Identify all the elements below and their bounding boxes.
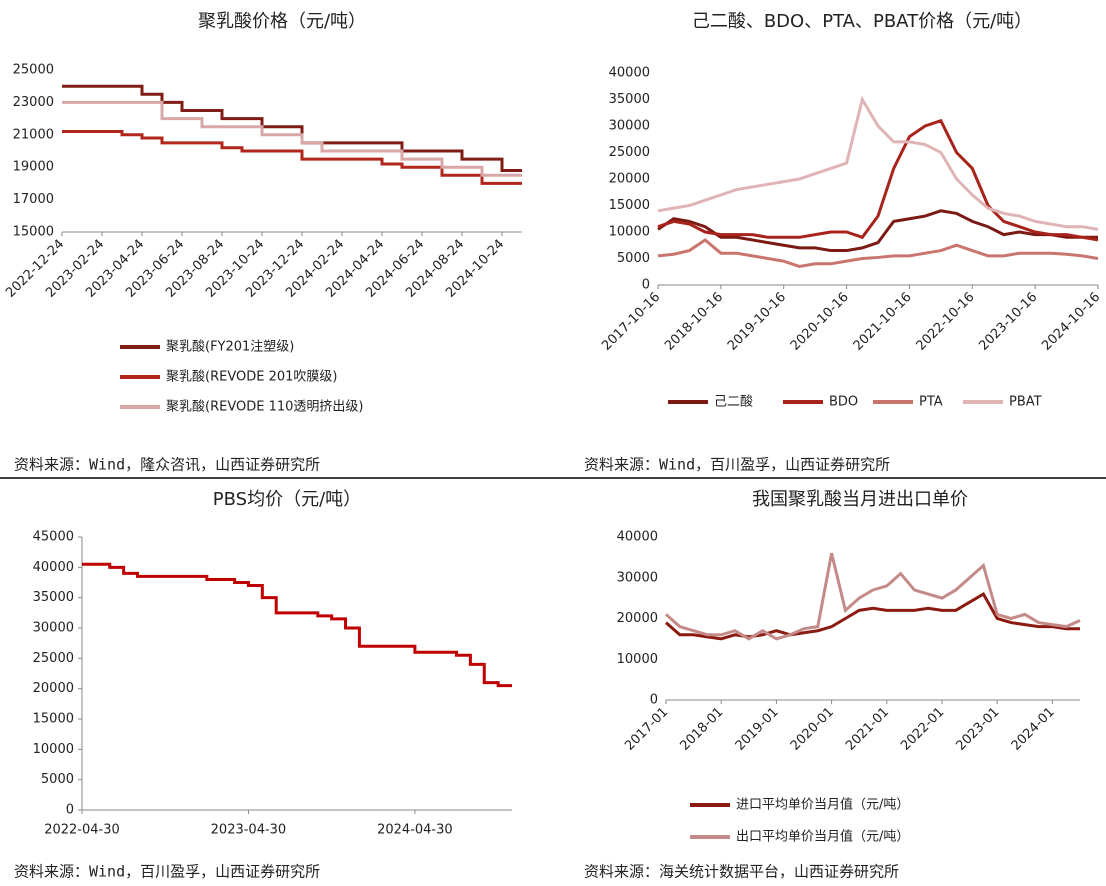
series-line: [665, 591, 1080, 641]
y-tick-label: 25000: [33, 651, 74, 666]
y-tick-label: 35000: [33, 590, 74, 605]
series-line: [657, 95, 1099, 231]
x-tick-label: 2018-01: [677, 705, 726, 754]
y-tick-label: 10000: [617, 652, 658, 667]
legend-label: 己二酸: [714, 395, 753, 410]
x-tick-label: 2023-04-30: [211, 823, 287, 838]
legend-label: 出口平均单价当月值（元/吨）: [736, 829, 909, 845]
x-tick-label: 2022-04-30: [44, 823, 120, 838]
legend-label: 进口平均单价当月值（元/吨）: [736, 797, 909, 813]
chart-title: 聚乳酸价格（元/吨）: [198, 11, 366, 32]
y-tick-label: 20000: [617, 611, 658, 626]
x-tick-label: 2020-10-16: [788, 290, 852, 354]
chart-title: 己二酸、BDO、PTA、PBAT价格（元/吨）: [692, 11, 1032, 32]
series-line: [62, 100, 522, 177]
legend-label: 聚乳酸(FY201注塑级): [166, 340, 294, 355]
y-tick-label: 15000: [609, 198, 650, 213]
x-tick-label: 2024-01: [1009, 705, 1058, 754]
x-tick-label: 2021-10-16: [851, 290, 915, 354]
series-line: [665, 552, 1081, 641]
y-tick-label: 5000: [41, 772, 74, 787]
y-tick-label: 17000: [13, 192, 54, 207]
legend-label: 聚乳酸(REVODE 201吹膜级): [166, 370, 337, 385]
series-line: [82, 562, 512, 688]
y-tick-label: 23000: [13, 95, 54, 110]
y-tick-label: 40000: [617, 530, 658, 545]
chart-title: 我国聚乳酸当月进出口单价: [752, 489, 968, 510]
legend-label: PBAT: [1009, 395, 1042, 410]
x-tick-label: 2024-04-30: [377, 823, 453, 838]
x-tick-label: 2023-01: [953, 705, 1002, 754]
y-tick-label: 45000: [33, 530, 74, 545]
legend-label: BDO: [829, 395, 858, 410]
y-tick-label: 40000: [609, 66, 650, 81]
y-tick-label: 20000: [609, 172, 650, 187]
x-tick-label: 2022-01: [898, 705, 947, 754]
y-tick-label: 25000: [609, 145, 650, 160]
y-tick-label: 30000: [33, 621, 74, 636]
x-tick-label: 2023-10-16: [976, 290, 1040, 354]
y-tick-label: 15000: [33, 712, 74, 727]
source-note: 资料来源：Wind，隆众咨讯，山西证券研究所: [14, 456, 320, 474]
y-tick-label: 21000: [13, 127, 54, 142]
source-note: 资料来源：Wind，百川盈孚，山西证券研究所: [584, 456, 890, 474]
legend-label: 聚乳酸(REVODE 110透明挤出级): [166, 400, 363, 415]
series-line: [62, 130, 522, 185]
x-tick-label: 2018-10-16: [662, 290, 726, 354]
y-tick-label: 30000: [617, 570, 658, 585]
y-tick-label: 30000: [609, 119, 650, 134]
series-line: [657, 209, 1098, 253]
series-line: [657, 118, 1099, 242]
y-tick-label: 0: [650, 693, 658, 708]
series-line: [657, 238, 1099, 268]
x-tick-label: 2017-10-16: [599, 290, 663, 354]
series-line: [62, 84, 522, 172]
y-tick-label: 0: [66, 803, 74, 818]
chart-title: PBS均价（元/吨）: [213, 489, 361, 510]
y-tick-label: 19000: [13, 160, 54, 175]
x-tick-label: 2019-01: [733, 705, 782, 754]
y-tick-label: 10000: [33, 742, 74, 757]
x-tick-label: 2019-10-16: [725, 290, 789, 354]
legend-label: PTA: [919, 395, 943, 410]
y-tick-label: 15000: [13, 225, 54, 240]
source-note: 资料来源：海关统计数据平台，山西证券研究所: [584, 863, 899, 881]
x-tick-label: 2022-10-16: [914, 290, 978, 354]
y-tick-label: 10000: [609, 225, 650, 240]
x-tick-label: 2020-01: [788, 705, 837, 754]
x-tick-label: 2024-10-16: [1039, 290, 1103, 354]
x-tick-label: 2021-01: [843, 705, 892, 754]
y-tick-label: 25000: [13, 63, 54, 78]
y-tick-label: 20000: [33, 681, 74, 696]
y-tick-label: 35000: [609, 92, 650, 107]
y-tick-label: 5000: [617, 251, 650, 266]
y-tick-label: 0: [642, 278, 650, 293]
source-note: 资料来源：Wind，百川盈孚，山西证券研究所: [14, 863, 320, 881]
y-tick-label: 40000: [33, 560, 74, 575]
x-tick-label: 2017-01: [622, 705, 671, 754]
